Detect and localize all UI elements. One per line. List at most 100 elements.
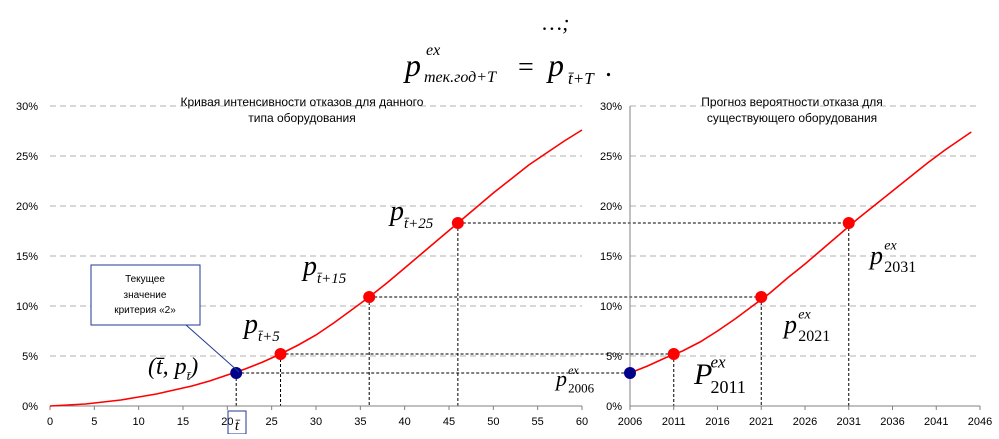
point-label: pt̄+15	[301, 251, 347, 287]
callout-line3: критерия «2»	[114, 305, 176, 316]
y-tick-label: 20%	[600, 201, 622, 213]
right-y-ticks: 0% 5% 10% 15% 20% 25% 30%	[600, 101, 622, 413]
x-tick-label: 2016	[705, 416, 729, 428]
y-tick-label: 5%	[22, 351, 38, 363]
data-point	[230, 367, 243, 379]
left-title-line2: типа оборудования	[248, 111, 355, 125]
point-label-base: P	[693, 358, 712, 391]
formula-rhs-sub: t̄+T	[568, 69, 595, 88]
y-tick-label: 10%	[16, 301, 38, 313]
callout-pointer	[185, 324, 240, 373]
y-tick-label: 25%	[600, 151, 622, 163]
x-tick-label: 60	[576, 416, 588, 428]
y-tick-label: 0%	[22, 401, 38, 413]
x-tick-label: 20	[221, 416, 233, 428]
callout-line1: Текущее	[125, 274, 165, 285]
x-tick-label: 5	[91, 416, 97, 428]
left-point-labels: (t̄, pt̄) pt̄+5 pt̄+15 pt̄+25	[148, 196, 434, 383]
point-label: pt̄+5	[242, 309, 280, 345]
right-x-ticks: 2006 2011 2016 2021 2026 2031 2036 2041 2046	[618, 406, 992, 428]
point-label-base: p	[868, 241, 883, 270]
chart-left: 0 5 10 15 20 25 30 35 40 45 50 55 60 0% 5% 10% 15% 20% 25…	[16, 95, 849, 435]
x-tick-label: 2036	[880, 416, 904, 428]
left-grid	[50, 105, 582, 357]
point-label-text: (t̄, pt̄)	[148, 354, 198, 383]
point-label-sub: 2011	[711, 377, 746, 397]
formula-eq: =	[518, 52, 534, 83]
point-label-sup: ex	[568, 363, 579, 377]
data-point	[363, 291, 376, 303]
formula-end: .	[605, 52, 612, 83]
point-label-base: p	[782, 310, 797, 339]
x-tick-label: 2046	[968, 416, 992, 428]
data-point	[451, 217, 464, 229]
data-point	[842, 217, 855, 229]
point-label: pt̄+25	[388, 196, 434, 232]
x-tick-label: 55	[532, 416, 544, 428]
formula-lhs-sub: тек.год+T	[424, 69, 497, 86]
data-point	[274, 348, 287, 360]
callout-box	[90, 264, 201, 326]
left-series-line	[49, 129, 583, 407]
y-tick-label: 15%	[600, 251, 622, 263]
x-tick-label: 50	[487, 416, 499, 428]
point-label-text: pt̄+5	[242, 309, 280, 345]
point-label: p ex 2006	[554, 363, 595, 396]
formula-line1: …;	[543, 10, 570, 35]
y-tick-label: 25%	[16, 151, 38, 163]
y-tick-label: 15%	[16, 251, 38, 263]
x-tick-label: 2041	[924, 416, 948, 428]
x-tick-label: 2006	[618, 416, 642, 428]
y-tick-label: 5%	[606, 351, 622, 363]
x-tick-label: 30	[310, 416, 322, 428]
right-points	[624, 217, 855, 379]
x-tick-label: 25	[266, 416, 278, 428]
x-tick-label: 10	[133, 416, 145, 428]
left-x-ticks: 0 5 10 15 20 25 30 35 40 45 50 55 60	[47, 406, 588, 428]
y-tick-label: 30%	[16, 101, 38, 113]
x-tick-label: 45	[443, 416, 455, 428]
point-label-sub: 2031	[884, 259, 916, 276]
point-label-text: pt̄+25	[388, 196, 434, 232]
point-label-sup: ex	[798, 308, 811, 323]
left-guides	[235, 222, 849, 406]
right-series-line	[629, 131, 972, 374]
point-label: (t̄, pt̄)	[148, 354, 198, 383]
data-point	[667, 348, 680, 360]
y-tick-label: 30%	[600, 101, 622, 113]
formula-line2: p ex тек.год+T = p t̄+T .	[403, 42, 612, 88]
point-label-sup: ex	[711, 353, 727, 372]
formula-rhs-base: p	[546, 47, 564, 83]
left-points	[230, 217, 464, 379]
point-label: p ex 2031	[868, 239, 916, 276]
callout-line2: значение	[124, 290, 167, 301]
point-label-text: pt̄+15	[301, 251, 347, 287]
left-y-ticks: 0% 5% 10% 15% 20% 25% 30%	[16, 101, 38, 413]
t-bar-tick-label: t̄	[235, 418, 241, 434]
x-tick-label: 40	[399, 416, 411, 428]
x-tick-label: 0	[47, 416, 53, 428]
x-tick-label: 15	[177, 416, 189, 428]
point-label: p ex 2021	[782, 308, 830, 345]
right-grid	[630, 105, 980, 357]
point-label: Pex 2011	[693, 353, 746, 398]
x-tick-label: 2031	[837, 416, 861, 428]
point-label-sub: 2006	[568, 381, 595, 396]
x-tick-label: 35	[354, 416, 366, 428]
data-point	[624, 367, 636, 379]
right-title-line1: Прогноз вероятности отказа для	[701, 95, 882, 109]
point-label-sub: 2021	[798, 328, 830, 345]
x-tick-label: 2011	[662, 416, 686, 428]
right-title-line2: существующего оборудования	[707, 111, 877, 125]
left-title-line1: Кривая интенсивности отказов для данного	[181, 95, 424, 109]
x-tick-label: 2021	[749, 416, 773, 428]
point-label-base: p	[554, 366, 567, 391]
y-tick-label: 10%	[600, 301, 622, 313]
formula-lhs-base: p	[403, 47, 421, 83]
formula-lhs-sup: ex	[426, 42, 440, 59]
point-label-sup: ex	[884, 239, 897, 254]
data-point	[755, 291, 768, 303]
